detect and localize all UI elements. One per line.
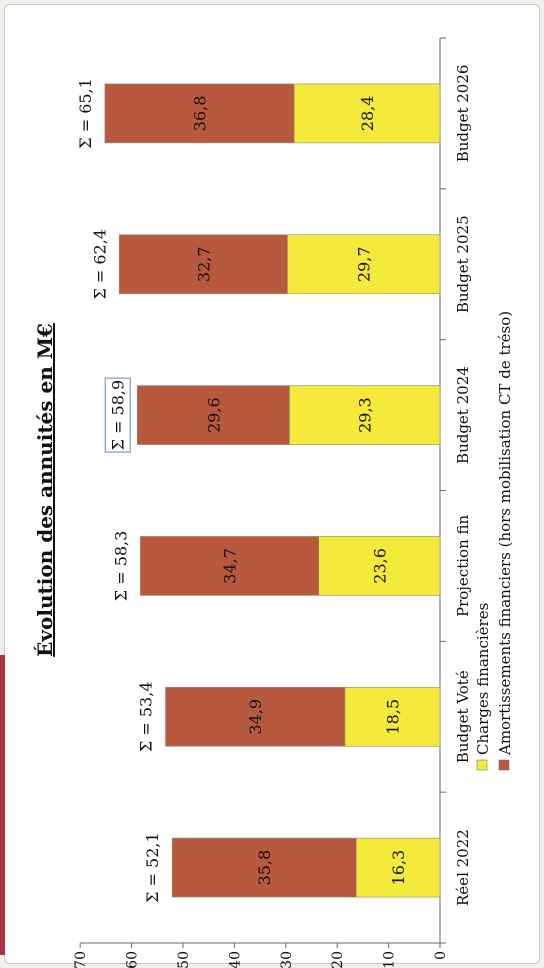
y-tick-label: 40 [227,951,243,968]
legend-label: Amortissements financiers (hors mobilisa… [496,311,514,756]
bar-value-label: 34,7 [221,548,240,584]
bar-amortissements [118,234,288,295]
bar-value-label: 23,6 [370,548,389,584]
legend-swatch [498,759,510,771]
x-tick-label: Réel 2022 [454,829,472,906]
bar-amortissements [140,536,319,596]
total-label: Σ = 52,1 [143,832,162,903]
document-page [4,4,540,964]
y-tick-label: 20 [330,951,346,968]
x-tick-label: Budget 2024 [454,366,472,464]
x-tick-label: Budget Voté [454,670,472,763]
y-tick-label: 60 [125,951,141,968]
bar-value-label: 18,5 [383,699,402,735]
legend-swatch [476,759,488,771]
total-label: Σ = 65,1 [76,78,95,149]
bar-value-label: 28,4 [358,96,377,132]
bar-value-label: 29,3 [356,397,375,433]
total-label: Σ = 62,4 [90,229,109,300]
x-tick-label: Budget 2026 [454,65,472,163]
legend-label: Charges financières [474,603,492,755]
legend: Charges financières Amortissements financ… [474,311,514,771]
total-highlight-box [104,377,131,453]
bar-value-label: 29,6 [204,397,223,433]
bar-amortissements [136,385,290,445]
x-tick-label: Budget 2025 [454,215,472,313]
x-tick-label: Projection fin [454,514,472,617]
decorative-tab [0,655,5,955]
y-tick-label: 0 [433,951,449,960]
chart-title: Évolution des annuités en M€ [33,323,57,657]
bar-amortissements [104,83,295,144]
total-label: Σ = 58,9 [108,380,127,451]
bar-value-label: 32,7 [194,246,213,282]
total-label: Σ = 58,3 [111,531,130,602]
y-tick-label: 10 [382,951,398,968]
bar-value-label: 35,8 [255,850,274,886]
bar-value-label: 29,7 [355,246,374,282]
bar-value-label: 34,9 [246,699,265,735]
y-tick-label: 70 [73,951,89,968]
bar-amortissements [165,686,346,747]
bar-value-label: 36,8 [190,96,209,132]
y-tick-label: 30 [279,951,295,968]
total-label: Σ = 53,4 [137,681,156,752]
y-tick-label: 50 [176,951,192,968]
bar-amortissements [171,837,357,898]
bar-value-label: 16,3 [389,850,408,886]
